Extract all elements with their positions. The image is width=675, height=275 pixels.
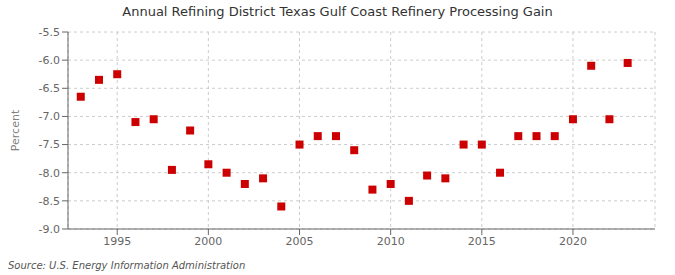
svg-text:-8.5: -8.5 bbox=[39, 195, 60, 208]
svg-text:-6.0: -6.0 bbox=[39, 54, 60, 67]
svg-text:2000: 2000 bbox=[194, 235, 222, 248]
svg-text:-7.0: -7.0 bbox=[39, 110, 60, 123]
html-text:Source: U.S. Energy Informatio: Source: U.S. Energy Information Administ… bbox=[8, 260, 246, 271]
svg-text:-5.5: -5.5 bbox=[39, 26, 60, 39]
html-text:Annual Refining District Texas: Annual Refining District Texas Gulf Coas… bbox=[122, 4, 553, 19]
svg-text:Percent: Percent bbox=[9, 109, 22, 151]
svg-text:-8.0: -8.0 bbox=[39, 167, 60, 180]
svg-text:-6.5: -6.5 bbox=[39, 82, 60, 95]
svg-text:2015: 2015 bbox=[468, 235, 496, 248]
svg-text:-7.5: -7.5 bbox=[39, 138, 60, 151]
svg-text:-9.0: -9.0 bbox=[39, 223, 60, 236]
svg-text:2020: 2020 bbox=[559, 235, 587, 248]
svg-text:2005: 2005 bbox=[286, 235, 314, 248]
svg-text:1995: 1995 bbox=[103, 235, 131, 248]
svg-text:2010: 2010 bbox=[377, 235, 405, 248]
